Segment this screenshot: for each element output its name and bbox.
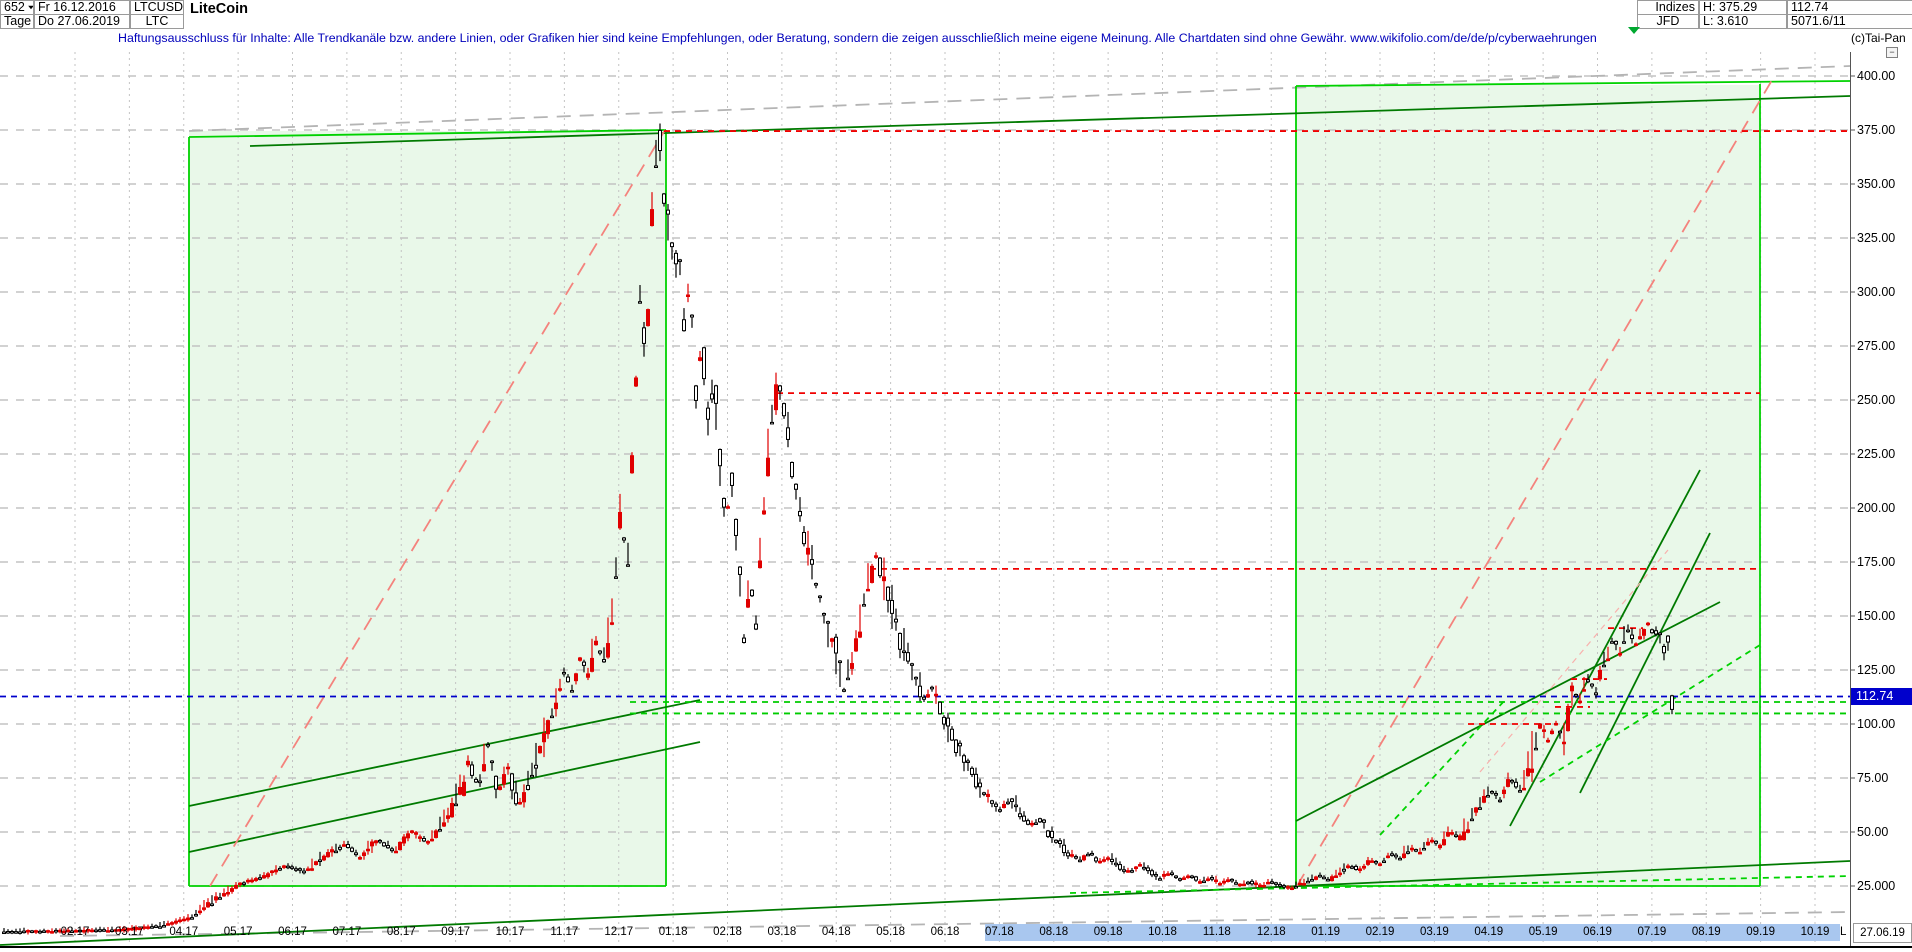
x-axis-label: 03.18 <box>767 926 797 938</box>
trend-line <box>188 129 667 138</box>
x-axis-label: 09.17 <box>441 926 471 938</box>
collapse-icon[interactable]: − <box>1886 47 1898 58</box>
x-axis-label: 03.17 <box>114 926 144 938</box>
x-axis-label: 10.17 <box>495 926 525 938</box>
x-axis-label: 11.18 <box>1202 926 1231 938</box>
x-axis-label: 02.18 <box>713 926 742 938</box>
trend-line <box>1509 469 1701 827</box>
y-axis-label: 350.00 <box>1857 177 1896 191</box>
x-axis-label: 02.17 <box>60 926 90 938</box>
candle-series <box>2 123 1674 935</box>
x-axis-label: 04.17 <box>169 926 199 938</box>
x-axis-label: 09.18 <box>1093 926 1123 938</box>
y-axis-label: 50.00 <box>1857 825 1889 839</box>
y-axis-label: 300.00 <box>1857 285 1896 299</box>
trend-line <box>188 741 701 853</box>
trend-line <box>249 95 1850 147</box>
feed-label: JFD <box>1637 14 1699 29</box>
y-axis-label: 375.00 <box>1857 123 1896 137</box>
last-price-label: 112.74 <box>1787 0 1912 15</box>
x-axis-label: 07.18 <box>984 926 1014 938</box>
date-to-field[interactable]: Do 27.06.2019 <box>34 14 130 29</box>
x-axis-label: 12.17 <box>604 926 634 938</box>
price-axis-border <box>1850 52 1851 946</box>
trend-line <box>1579 532 1711 794</box>
timeframe-dropdown[interactable]: Tage <box>0 14 34 29</box>
y-axis-label: 125.00 <box>1857 663 1896 677</box>
x-axis-label: 05.17 <box>223 926 253 938</box>
chart-id-dropdown[interactable]: 652 <box>0 0 34 15</box>
x-axis-label: 08.17 <box>386 926 416 938</box>
trend-line <box>1069 875 1850 894</box>
y-axis-label: 325.00 <box>1857 231 1896 245</box>
trend-line <box>188 65 1850 132</box>
plot-area <box>0 52 1850 946</box>
x-axis-label: 10.19 <box>1800 926 1830 938</box>
session-high-label: H: 375.29 <box>1699 0 1787 15</box>
x-axis-label: 06.19 <box>1583 926 1612 938</box>
volume-label: 5071.6/11 <box>1787 14 1912 29</box>
instrument-name: LiteCoin <box>190 1 248 17</box>
x-axis-label: 08.18 <box>1039 926 1069 938</box>
y-axis-label: 250.00 <box>1857 393 1896 407</box>
symbol-field[interactable]: LTCUSD <box>130 0 184 15</box>
x-axis-label: 12.18 <box>1256 926 1286 938</box>
x-axis-label: 05.18 <box>876 926 906 938</box>
trend-line <box>1295 601 1721 822</box>
y-axis-label: 275.00 <box>1857 339 1896 353</box>
trend-line <box>188 699 701 807</box>
disclaimer-text: Haftungsausschluss für Inhalte: Alle Tre… <box>118 31 1597 45</box>
x-axis-label: 03.19 <box>1419 926 1449 938</box>
chart-bottom-border <box>0 946 1912 948</box>
trend-line <box>209 129 666 887</box>
trend-line <box>1379 699 1506 836</box>
x-axis-label: 11.17 <box>550 926 579 938</box>
trend-channel-box <box>189 131 666 886</box>
x-axis-label: 05.19 <box>1528 926 1558 938</box>
x-axis-label: 04.19 <box>1474 926 1504 938</box>
time-axis-highlight <box>985 924 1840 941</box>
x-axis-label: 01.19 <box>1311 926 1341 938</box>
y-axis-label: 25.000 <box>1857 879 1896 893</box>
last-price-badge: 112.74 <box>1851 688 1912 705</box>
y-axis-label: 75.00 <box>1857 771 1889 785</box>
y-axis-label: 200.00 <box>1857 501 1896 515</box>
x-axis-label: 08.19 <box>1691 926 1721 938</box>
y-axis-label: 175.00 <box>1857 555 1896 569</box>
session-low-label: L: 3.610 <box>1699 14 1787 29</box>
trend-line <box>1296 74 1776 887</box>
x-axis-label: 06.18 <box>930 926 960 938</box>
x-axis-label: 07.17 <box>332 926 362 938</box>
x-axis-label: 07.19 <box>1637 926 1667 938</box>
marker-triangle-icon <box>1628 27 1640 34</box>
trend-line <box>0 860 1850 946</box>
last-bar-marker: L <box>1840 926 1847 938</box>
trend-line <box>1479 549 1669 773</box>
x-axis-label: 01.18 <box>658 926 688 938</box>
y-axis-label: 400.00 <box>1857 69 1896 83</box>
end-date-cell: 27.06.19 <box>1853 923 1912 943</box>
x-axis-label: 04.18 <box>821 926 851 938</box>
x-axis-label: 02.19 <box>1365 926 1395 938</box>
x-axis-label: 09.19 <box>1746 926 1776 938</box>
chevron-down-icon <box>28 5 33 10</box>
y-axis-label: 225.00 <box>1857 447 1896 461</box>
x-axis-label: 10.18 <box>1148 926 1177 938</box>
trend-line <box>1295 80 1850 87</box>
y-axis-label: 100.00 <box>1857 717 1896 731</box>
date-from-field[interactable]: Fr 16.12.2016 <box>34 0 130 15</box>
x-axis-label: 06.17 <box>278 926 307 938</box>
copyright-label: (c)Tai-Pan <box>1851 31 1906 45</box>
timeframe-value: Tage <box>4 14 32 28</box>
chart-id-value: 652 <box>4 0 25 14</box>
symbol-short-label: LTC <box>130 14 184 29</box>
y-axis-label: 150.00 <box>1857 609 1896 623</box>
